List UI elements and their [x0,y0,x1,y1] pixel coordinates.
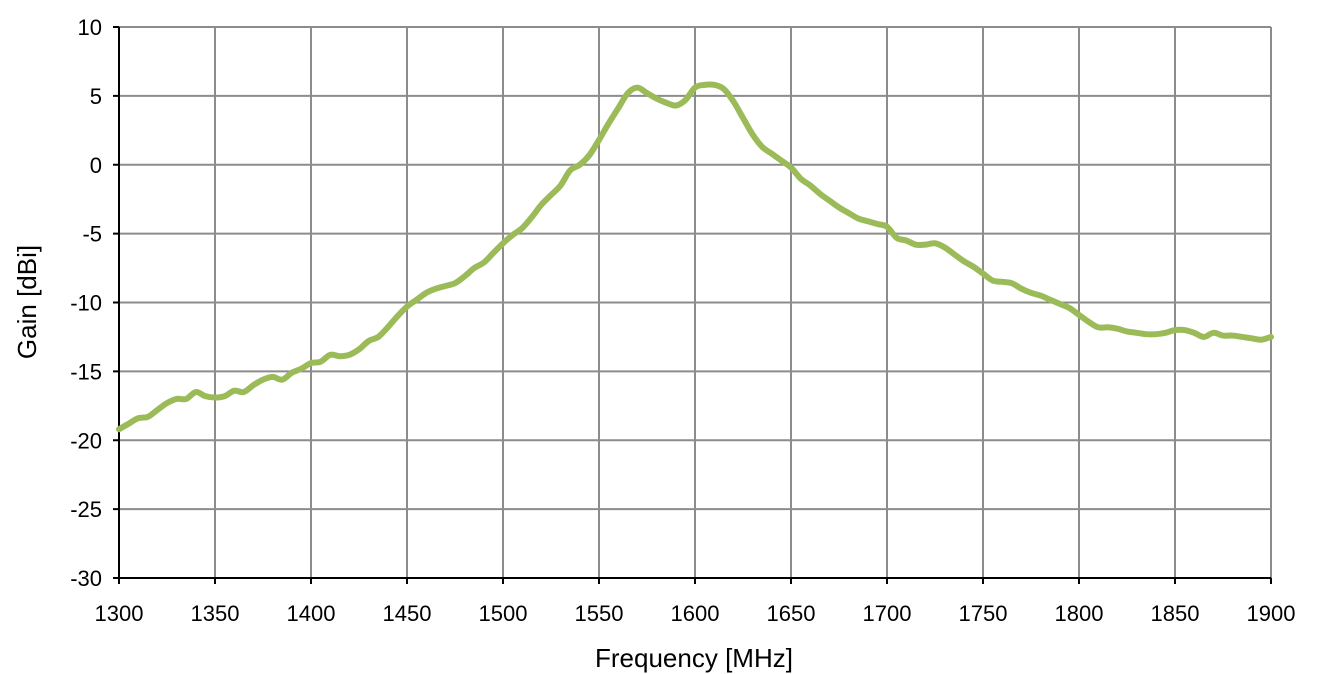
y-tick-label: 10 [78,15,102,40]
x-tick-label: 1750 [959,601,1008,626]
y-tick-label: -5 [82,222,102,247]
x-axis-title: Frequency [MHz] [595,643,793,673]
y-tick-label: -10 [70,291,102,316]
y-tick-labels: -30 -25 -20 -15 -10 -5 0 5 10 [70,15,102,591]
x-tick-label: 1350 [191,601,240,626]
x-tick-label: 1300 [95,601,144,626]
gain-series-line [116,81,1274,433]
x-tick-label: 1600 [671,601,720,626]
y-tick-label: 0 [90,153,102,178]
horizontal-gridlines [119,26,1271,511]
x-tick-label: 1500 [479,601,528,626]
series-layer [116,81,1274,433]
x-tick-label: 1400 [287,601,336,626]
x-tick-label: 1550 [575,601,624,626]
x-tick-label: 1800 [1055,601,1104,626]
y-tick-label: -25 [70,497,102,522]
y-tick-label: -20 [70,428,102,453]
y-axis-title: Gain [dBi] [12,245,42,359]
x-tick-label: 1450 [383,601,432,626]
y-tick-label: 5 [90,84,102,109]
x-tick-label: 1900 [1247,601,1296,626]
axes [113,26,1272,584]
x-tick-label: 1850 [1151,601,1200,626]
x-tick-labels: 1300 1350 1400 1450 1500 1550 1600 1650 1700 1750… [95,601,1296,626]
x-tick-label: 1700 [863,601,912,626]
y-tick-label: -30 [70,566,102,591]
y-tick-label: -15 [70,359,102,384]
x-tick-label: 1650 [767,601,816,626]
